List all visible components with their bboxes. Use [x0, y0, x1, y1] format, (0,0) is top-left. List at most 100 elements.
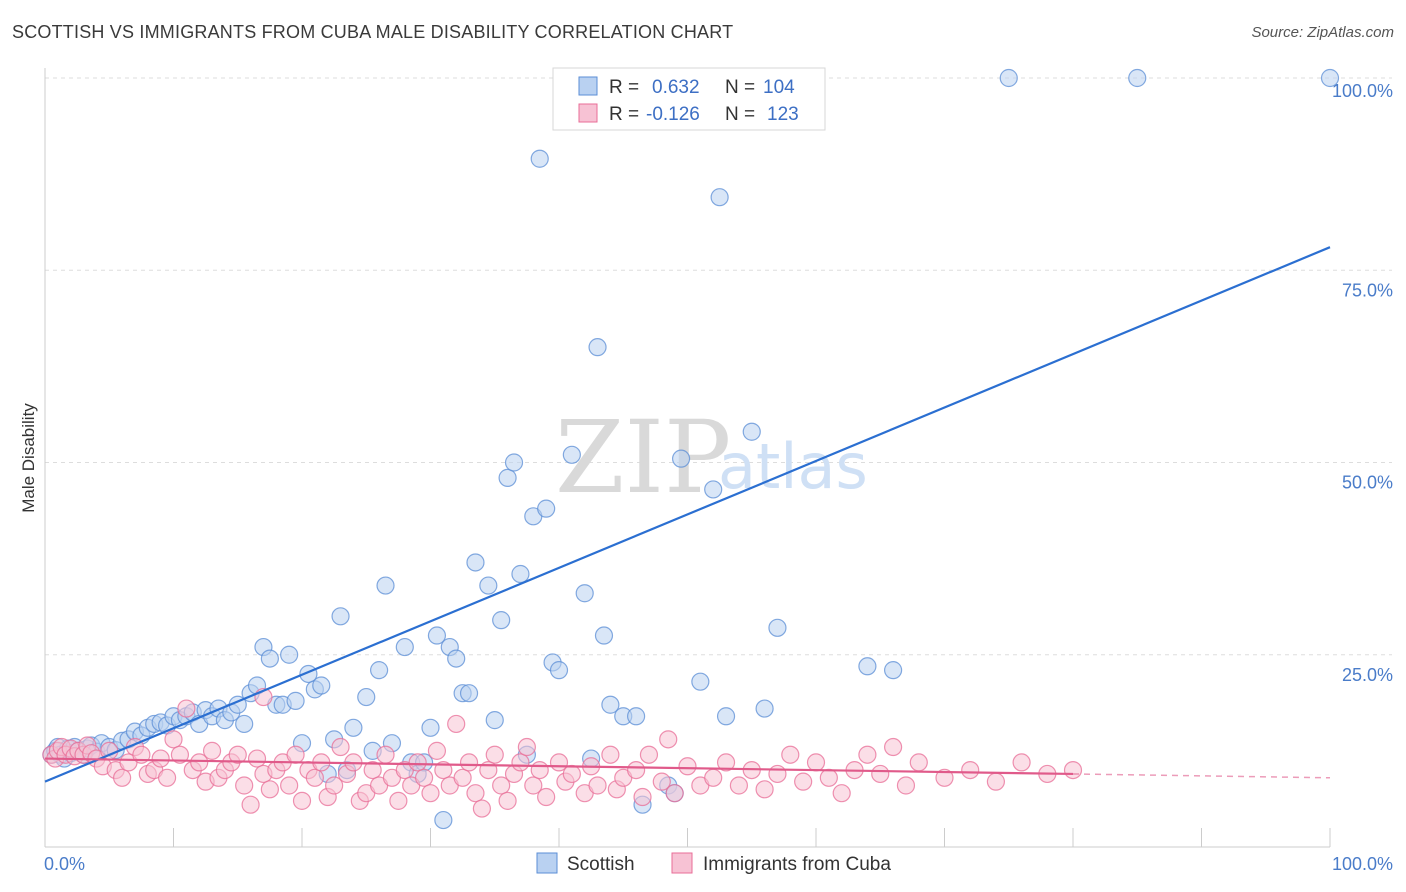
data-point: [588, 338, 607, 357]
data-point: [601, 695, 620, 714]
trend-line-cuba-extension: [1072, 773, 1331, 779]
data-point: [511, 564, 530, 584]
data-point: [588, 776, 607, 795]
data-point: [781, 745, 800, 764]
data-point: [517, 737, 536, 757]
bottom-legend-swatch-scottish: [536, 852, 558, 874]
data-point: [1063, 760, 1083, 780]
y-tick-label: 100.0%: [1332, 81, 1393, 101]
legend-r-label: R =: [609, 77, 639, 98]
data-point: [678, 757, 697, 776]
axes: 25.0% 50.0% 75.0% 100.0% 0.0% 100.0%: [44, 68, 1393, 874]
legend-n-value-cuba: 123: [767, 104, 799, 125]
legend-r-value-scottish: 0.632: [652, 77, 700, 98]
data-point: [498, 791, 517, 810]
watermark: ZIP atlas: [555, 399, 868, 516]
data-point: [671, 449, 691, 468]
data-point: [202, 741, 222, 760]
legend-swatch-scottish: [578, 76, 598, 96]
y-tick-label: 75.0%: [1342, 280, 1393, 300]
legend-n-label-2: N =: [725, 104, 755, 125]
data-point: [659, 730, 678, 749]
data-point: [492, 776, 511, 795]
data-point: [896, 776, 916, 795]
data-point: [427, 626, 447, 645]
data-point: [858, 657, 877, 676]
data-point: [447, 714, 466, 734]
data-point: [247, 749, 267, 768]
data-point: [472, 799, 491, 818]
bottom-legend-swatch-cuba: [671, 852, 693, 874]
data-point: [260, 780, 279, 799]
data-point: [325, 776, 344, 795]
data-point: [421, 784, 440, 803]
data-point: [421, 718, 440, 737]
legend-n-label: N =: [725, 77, 755, 98]
data-point: [1012, 753, 1031, 772]
x-tick-label-min: 0.0%: [44, 854, 85, 874]
data-point: [492, 611, 511, 630]
data-point: [562, 445, 581, 464]
data-point: [819, 768, 838, 787]
data-point: [716, 753, 736, 772]
data-point: [1128, 68, 1147, 88]
data-point: [235, 776, 254, 795]
bottom-legend: Scottish Immigrants from Cuba: [536, 852, 891, 875]
data-point: [498, 468, 517, 487]
data-point: [292, 791, 312, 810]
data-point: [716, 707, 736, 726]
data-point: [260, 649, 279, 668]
data-point: [331, 607, 350, 626]
data-point: [466, 784, 485, 803]
data-point: [164, 730, 183, 749]
data-point: [280, 776, 299, 795]
data-point: [794, 772, 813, 791]
cuba-points: [42, 687, 1083, 818]
data-point: [986, 772, 1006, 791]
y-tick-label: 25.0%: [1342, 665, 1393, 685]
data-point: [524, 776, 543, 795]
data-point: [626, 760, 646, 780]
data-point: [704, 480, 723, 499]
data-point: [305, 768, 324, 787]
data-point: [376, 745, 395, 764]
data-point: [228, 745, 247, 764]
x-tick-label-max: 100.0%: [1332, 854, 1393, 874]
data-point: [768, 764, 787, 784]
data-point: [626, 707, 646, 726]
data-point: [434, 760, 453, 780]
data-point: [331, 737, 350, 757]
data-point: [883, 737, 903, 757]
y-tick-label: 50.0%: [1342, 473, 1393, 493]
trend-line-cuba: [44, 757, 1074, 776]
data-point: [485, 745, 504, 764]
data-point: [170, 745, 190, 764]
data-point: [395, 637, 414, 657]
y-axis-label: Male Disability: [19, 403, 38, 513]
legend-box: R = 0.632 N = 104 R = -0.126 N = 123: [552, 67, 826, 131]
bottom-legend-scottish: Scottish: [567, 854, 635, 875]
trend-line-scottish: [44, 246, 1331, 783]
data-point: [453, 768, 472, 787]
data-point: [1320, 68, 1340, 88]
data-point: [633, 787, 652, 807]
data-point: [459, 684, 479, 703]
data-point: [594, 626, 614, 645]
data-point: [999, 68, 1018, 88]
data-point: [691, 672, 710, 691]
data-point: [479, 576, 498, 595]
legend-swatch-cuba: [578, 103, 598, 123]
data-point: [575, 584, 594, 603]
data-point: [755, 699, 774, 718]
source-label: Source: ZipAtlas.com: [1251, 24, 1394, 41]
data-point: [530, 149, 549, 168]
data-point: [485, 711, 504, 730]
data-point: [858, 745, 877, 764]
data-point: [504, 453, 524, 472]
data-point: [190, 753, 209, 772]
data-point: [427, 741, 447, 760]
bottom-legend-cuba: Immigrants from Cuba: [703, 854, 891, 875]
data-point: [530, 760, 549, 780]
data-point: [408, 753, 427, 772]
